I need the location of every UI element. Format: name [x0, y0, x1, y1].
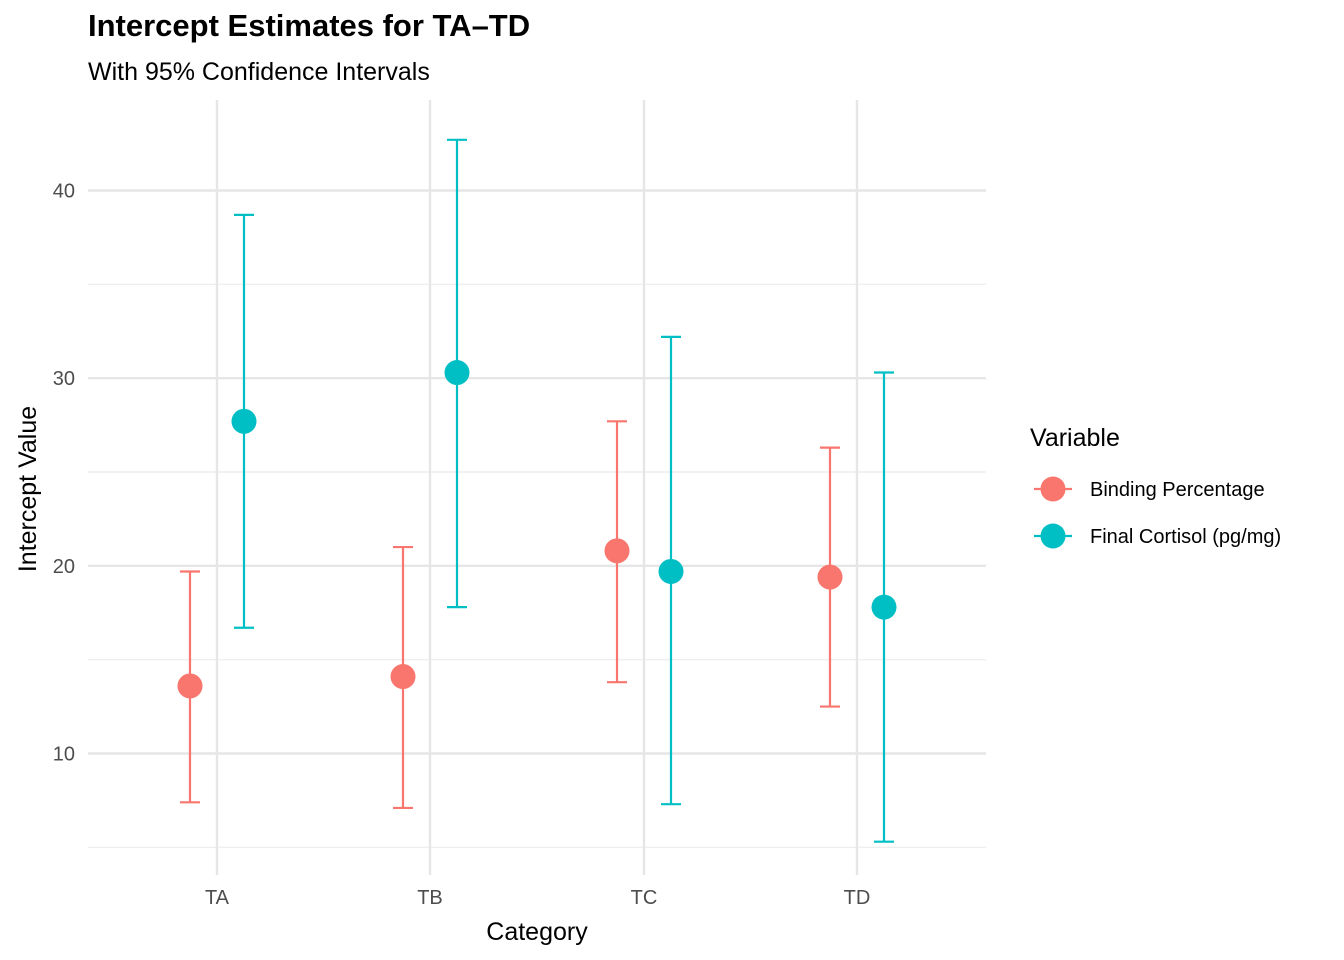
- x-axis-title: Category: [486, 918, 588, 946]
- x-tick-label: TA: [205, 887, 230, 909]
- y-tick-label: 40: [53, 181, 75, 203]
- data-point: [604, 538, 630, 564]
- y-tick-label: 10: [53, 744, 75, 766]
- legend-label: Binding Percentage: [1090, 479, 1265, 501]
- data-point: [658, 558, 684, 584]
- x-tick-label: TC: [631, 887, 658, 909]
- legend-key-point: [1040, 476, 1066, 502]
- data-marks: [177, 138, 897, 843]
- x-tick-label: TD: [844, 887, 871, 909]
- y-tick-label: 30: [53, 368, 75, 390]
- chart-title: Intercept Estimates for TA–TD: [88, 8, 531, 43]
- y-tick-labels: 10 20 30 40: [53, 181, 75, 766]
- y-tick-label: 20: [53, 556, 75, 578]
- y-axis-title: Intercept Value: [14, 406, 42, 572]
- data-point: [444, 360, 470, 386]
- data-point: [390, 664, 416, 690]
- x-tick-labels: TA TB TC TD: [205, 887, 870, 909]
- data-point: [817, 564, 843, 590]
- grid-lines: [88, 100, 986, 875]
- data-point: [871, 594, 897, 620]
- x-tick-label: TB: [417, 887, 443, 909]
- chart-subtitle: With 95% Confidence Intervals: [88, 58, 430, 86]
- data-point: [231, 408, 257, 434]
- legend: Variable Binding Percentage Final Cortiso…: [1030, 424, 1281, 549]
- data-point: [177, 673, 203, 699]
- legend-label: Final Cortisol (pg/mg): [1090, 526, 1281, 548]
- legend-title: Variable: [1030, 424, 1120, 452]
- legend-key-point: [1040, 523, 1066, 549]
